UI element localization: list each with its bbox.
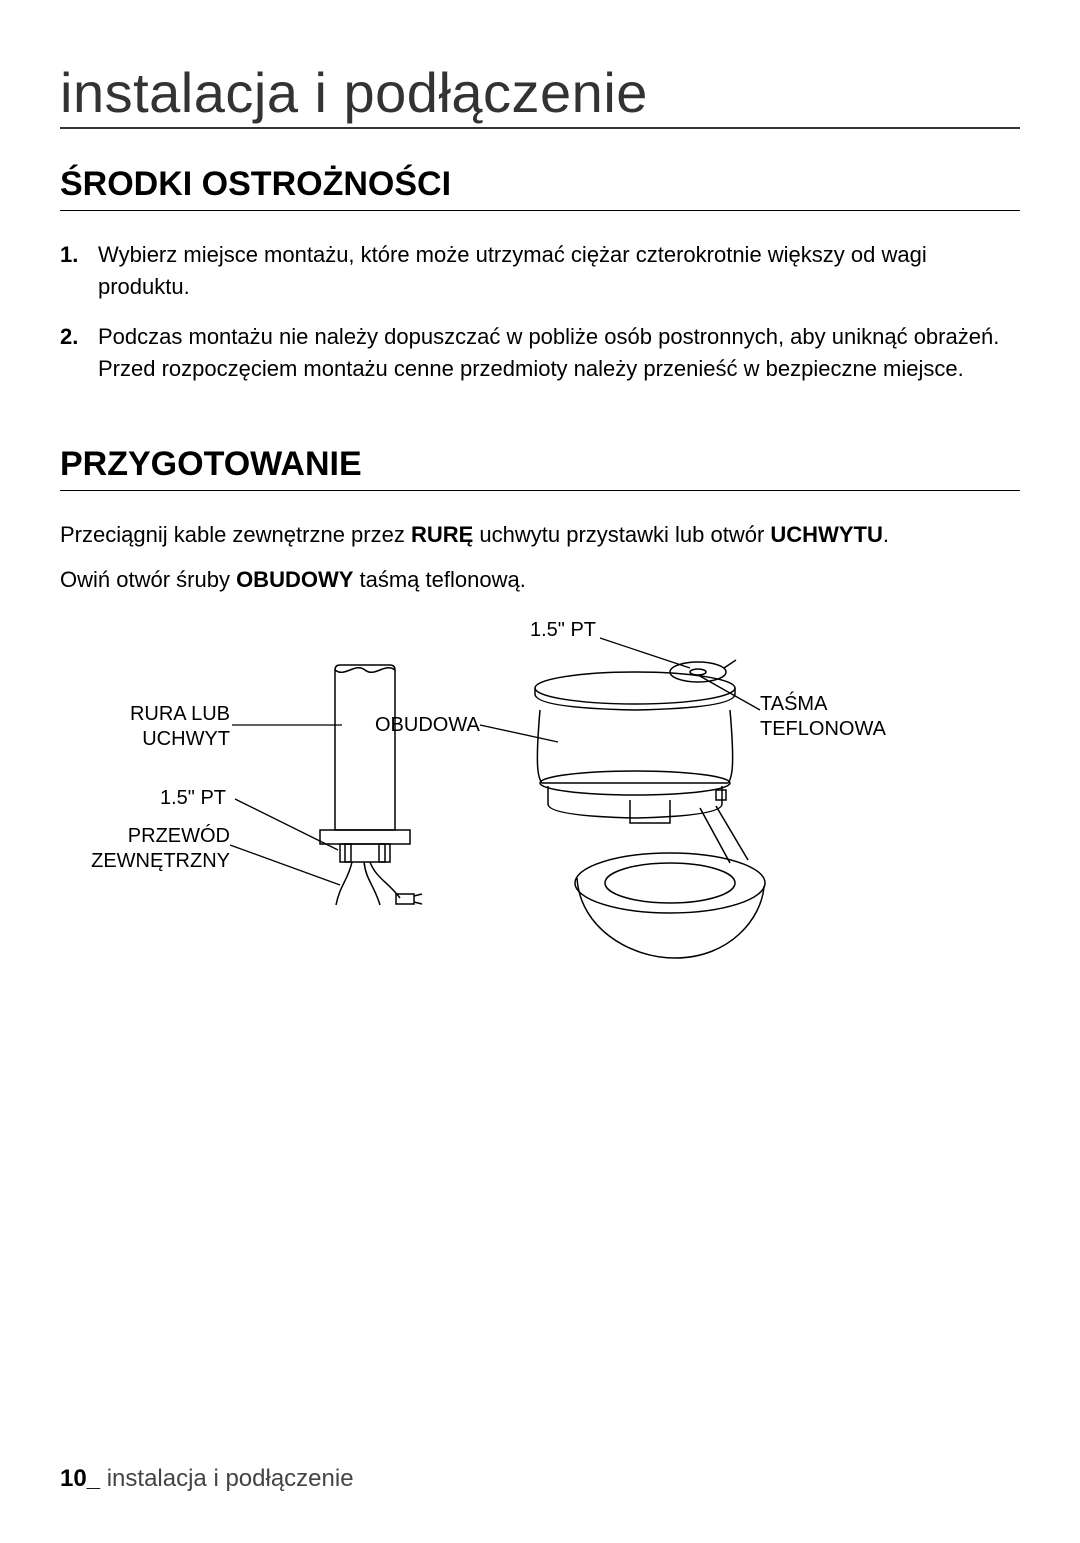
list-item: 2. Podczas montażu nie należy dopuszczać… [60, 321, 1020, 385]
diagram-label-pt-left: 1.5" PT [160, 786, 226, 811]
list-item: 1. Wybierz miejsce montażu, które może u… [60, 239, 1020, 303]
text-run: Owiń otwór śruby [60, 567, 236, 592]
diagram-label-rura: RURA LUB UCHWYT [120, 702, 230, 752]
list-text-line: Przed rozpoczęciem montażu cenne przedmi… [98, 356, 964, 381]
bold-text: OBUDOWY [236, 567, 353, 592]
page-footer: 10_ instalacja i podłączenie [60, 1465, 354, 1493]
diagram-label-obudowa: OBUDOWA [375, 713, 480, 738]
text-run: Przeciągnij kable zewnętrzne przez [60, 522, 411, 547]
list-text: Wybierz miejsce montażu, które może utrz… [98, 239, 1020, 303]
manual-page: instalacja i podłączenie ŚRODKI OSTROŻNO… [0, 0, 1080, 1543]
footer-text: instalacja i podłączenie [100, 1465, 354, 1492]
list-text-line: Podczas montażu nie należy dopuszczać w … [98, 324, 999, 349]
section-heading-precautions: ŚRODKI OSTROŻNOŚCI [60, 165, 1020, 211]
diagram-label-tasma: TAŚMA TEFLONOWA [760, 692, 886, 742]
precautions-list: 1. Wybierz miejsce montażu, które może u… [60, 239, 1020, 385]
diagram-area: 1.5" PT RURA LUB UCHWYT 1.5" PT PRZEWÓD … [60, 610, 1020, 1030]
page-title: instalacja i podłączenie [60, 60, 1020, 129]
page-number: 10_ [60, 1465, 100, 1492]
diagram-label-pt-top: 1.5" PT [530, 618, 596, 643]
leader-lines [60, 610, 1020, 1030]
text-run: taśmą teflonową. [353, 567, 525, 592]
paragraph: Przeciągnij kable zewnętrzne przez RURĘ … [60, 519, 1020, 551]
list-number: 2. [60, 321, 98, 385]
text-run: uchwytu przystawki lub otwór [473, 522, 770, 547]
list-number: 1. [60, 239, 98, 303]
section-heading-preparation: PRZYGOTOWANIE [60, 445, 1020, 491]
text-run: . [883, 522, 889, 547]
list-text: Podczas montażu nie należy dopuszczać w … [98, 321, 1020, 385]
paragraph: Owiń otwór śruby OBUDOWY taśmą teflonową… [60, 564, 1020, 596]
bold-text: UCHWYTU [770, 522, 882, 547]
bold-text: RURĘ [411, 522, 473, 547]
diagram-label-przewod: PRZEWÓD ZEWNĘTRZNY [90, 824, 230, 874]
